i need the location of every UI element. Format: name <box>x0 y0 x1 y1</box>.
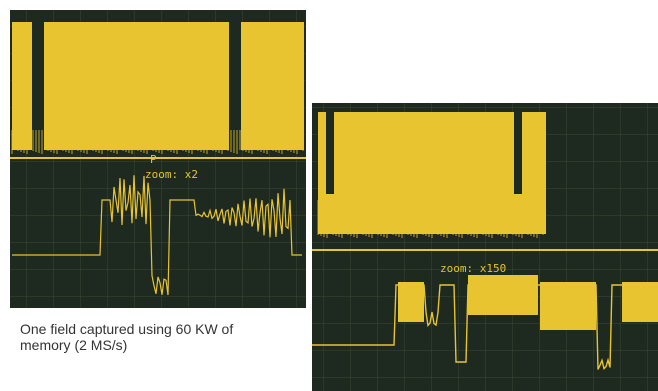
decoration <box>622 282 658 322</box>
decoration <box>514 112 522 194</box>
decoration <box>468 275 538 315</box>
figure: P zoom: x2 zoom: x150 One field captured… <box>0 0 658 391</box>
marker: P <box>150 153 157 166</box>
decoration <box>398 282 424 322</box>
decoration <box>326 112 334 194</box>
right-scope: zoom: x150 <box>312 103 658 391</box>
caption-line: One field captured using 60 KW of <box>20 321 233 337</box>
caption-line: memory (2 MS/s) <box>20 337 127 353</box>
page: P zoom: x2 zoom: x150 One field captured… <box>0 0 658 391</box>
left-scope: P zoom: x2 <box>10 10 306 308</box>
decoration <box>540 282 596 330</box>
zoom-label: zoom: x2 <box>145 168 198 181</box>
decoration <box>12 22 304 150</box>
zoom-label: zoom: x150 <box>440 262 506 275</box>
